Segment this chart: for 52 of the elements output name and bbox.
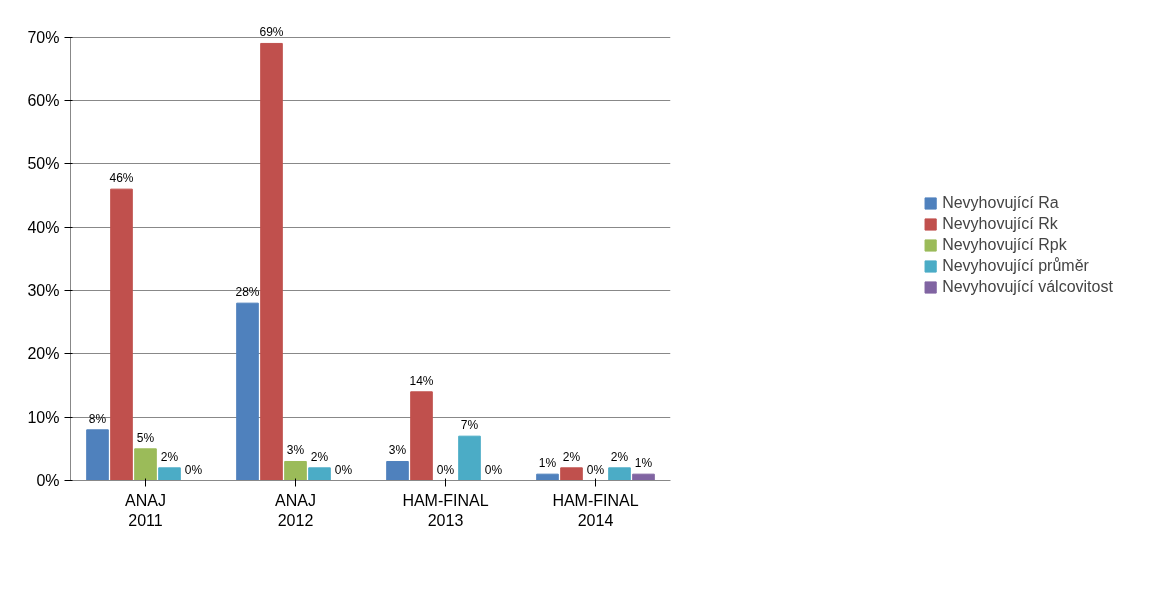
y-tick-label: 20% — [27, 345, 60, 363]
bar — [110, 188, 133, 481]
y-tick-label: 10% — [27, 408, 60, 426]
data-label: 7% — [460, 418, 479, 433]
data-label: 0% — [184, 462, 203, 477]
legend-label: Nevyhovující válcovitost — [942, 278, 1113, 296]
bar — [260, 42, 283, 481]
data-label: 3% — [286, 443, 305, 458]
data-label: 0% — [484, 462, 503, 477]
data-label: 69% — [259, 25, 284, 40]
bar — [236, 302, 259, 481]
data-label: 14% — [409, 373, 434, 388]
data-label: 0% — [586, 462, 605, 477]
x-tick-label: HAM-FINAL 2013 — [402, 491, 489, 529]
bar — [386, 461, 409, 481]
legend-label: Nevyhovující Ra — [942, 194, 1059, 212]
x-tick-label: ANAJ 2012 — [275, 491, 316, 529]
bar — [536, 473, 559, 481]
bar — [410, 391, 433, 481]
bar — [608, 467, 631, 481]
y-tick-label: 70% — [27, 28, 60, 46]
bar — [560, 467, 583, 481]
bar — [632, 473, 655, 481]
data-label: 2% — [610, 449, 629, 464]
data-label: 0% — [436, 462, 455, 477]
bar — [458, 435, 481, 481]
y-tick-label: 40% — [27, 218, 60, 236]
data-label: 2% — [310, 449, 329, 464]
data-label: 0% — [334, 462, 353, 477]
bar — [134, 448, 157, 481]
bar — [158, 467, 181, 481]
data-label: 28% — [235, 285, 260, 300]
legend-label: Nevyhovující průměr — [942, 257, 1089, 275]
data-label: 2% — [562, 449, 581, 464]
x-tick-label: ANAJ 2011 — [125, 491, 166, 529]
legend-label: Nevyhovující Rpk — [942, 236, 1067, 254]
data-label: 1% — [634, 456, 653, 471]
data-label: 8% — [88, 411, 107, 426]
y-tick-label: 30% — [27, 281, 60, 299]
x-tick-label: HAM-FINAL 2014 — [552, 491, 639, 529]
data-label: 1% — [538, 456, 557, 471]
y-tick-label: 60% — [27, 91, 60, 109]
y-tick-label: 0% — [36, 472, 60, 489]
data-label: 5% — [136, 430, 155, 445]
legend-label: Nevyhovující Rk — [942, 215, 1058, 233]
bar — [284, 461, 307, 481]
data-label: 46% — [109, 171, 134, 186]
data-label: 2% — [160, 449, 179, 464]
bar — [308, 467, 331, 481]
data-label: 3% — [388, 443, 407, 458]
bar — [86, 429, 109, 481]
y-tick-label: 50% — [27, 155, 60, 173]
